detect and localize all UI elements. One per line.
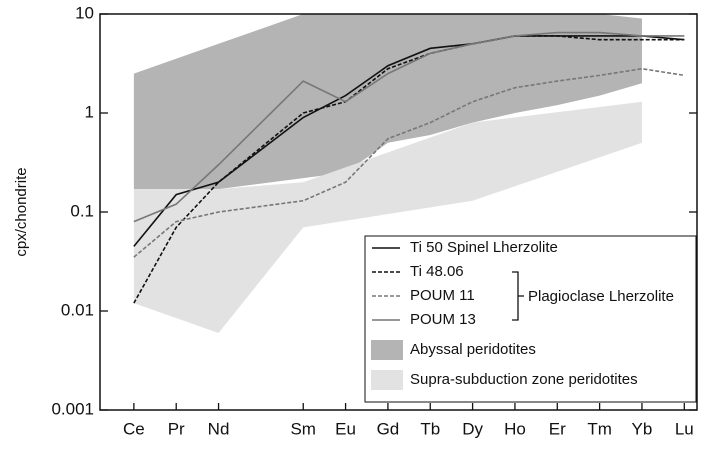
x-tick-label: Ce	[123, 419, 145, 438]
y-tick-label: 1	[85, 102, 94, 121]
y-tick-label: 0.01	[61, 300, 94, 319]
data-line	[133, 31, 685, 223]
x-tick-label: Er	[549, 419, 566, 438]
range-area	[133, 14, 642, 190]
y-tick-label: 10	[75, 3, 94, 22]
x-tick-label: Ho	[504, 419, 526, 438]
legend-swatch	[371, 370, 403, 390]
x-tick-label: Eu	[335, 419, 356, 438]
legend-box	[364, 235, 697, 403]
legend-label: Abyssal peridotites	[410, 341, 536, 358]
x-tick-label: Sm	[290, 419, 316, 438]
legend-label: Ti 50 Spinel Lherzolite	[410, 239, 558, 256]
x-tick-label: Yb	[632, 419, 653, 438]
x-tick-label: Dy	[462, 419, 483, 438]
legend-label: Supra-subduction zone peridotites	[410, 371, 638, 388]
data-line	[133, 35, 685, 247]
bracket-label: Plagioclase Lherzolite	[528, 288, 674, 305]
legend-label: POUM 11	[410, 287, 475, 304]
range-area	[133, 101, 642, 333]
x-tick-label: Tb	[420, 419, 440, 438]
legend-label: Ti 48.06	[410, 263, 464, 280]
x-tick-label: Pr	[168, 419, 185, 438]
y-tick-label: 0.001	[51, 399, 94, 418]
legend-bracket	[512, 271, 524, 321]
x-tick-label: Gd	[377, 419, 400, 438]
legend-swatch	[371, 340, 403, 360]
x-tick-label: Lu	[675, 419, 694, 438]
x-tick-label: Nd	[208, 419, 230, 438]
x-tick-label: Tm	[587, 419, 612, 438]
legend-label: POUM 13	[410, 311, 476, 328]
data-line	[133, 35, 685, 304]
data-line	[133, 67, 685, 258]
y-tick-label: 0.1	[70, 201, 94, 220]
y-axis-label: cpx/chondrite	[13, 167, 30, 256]
